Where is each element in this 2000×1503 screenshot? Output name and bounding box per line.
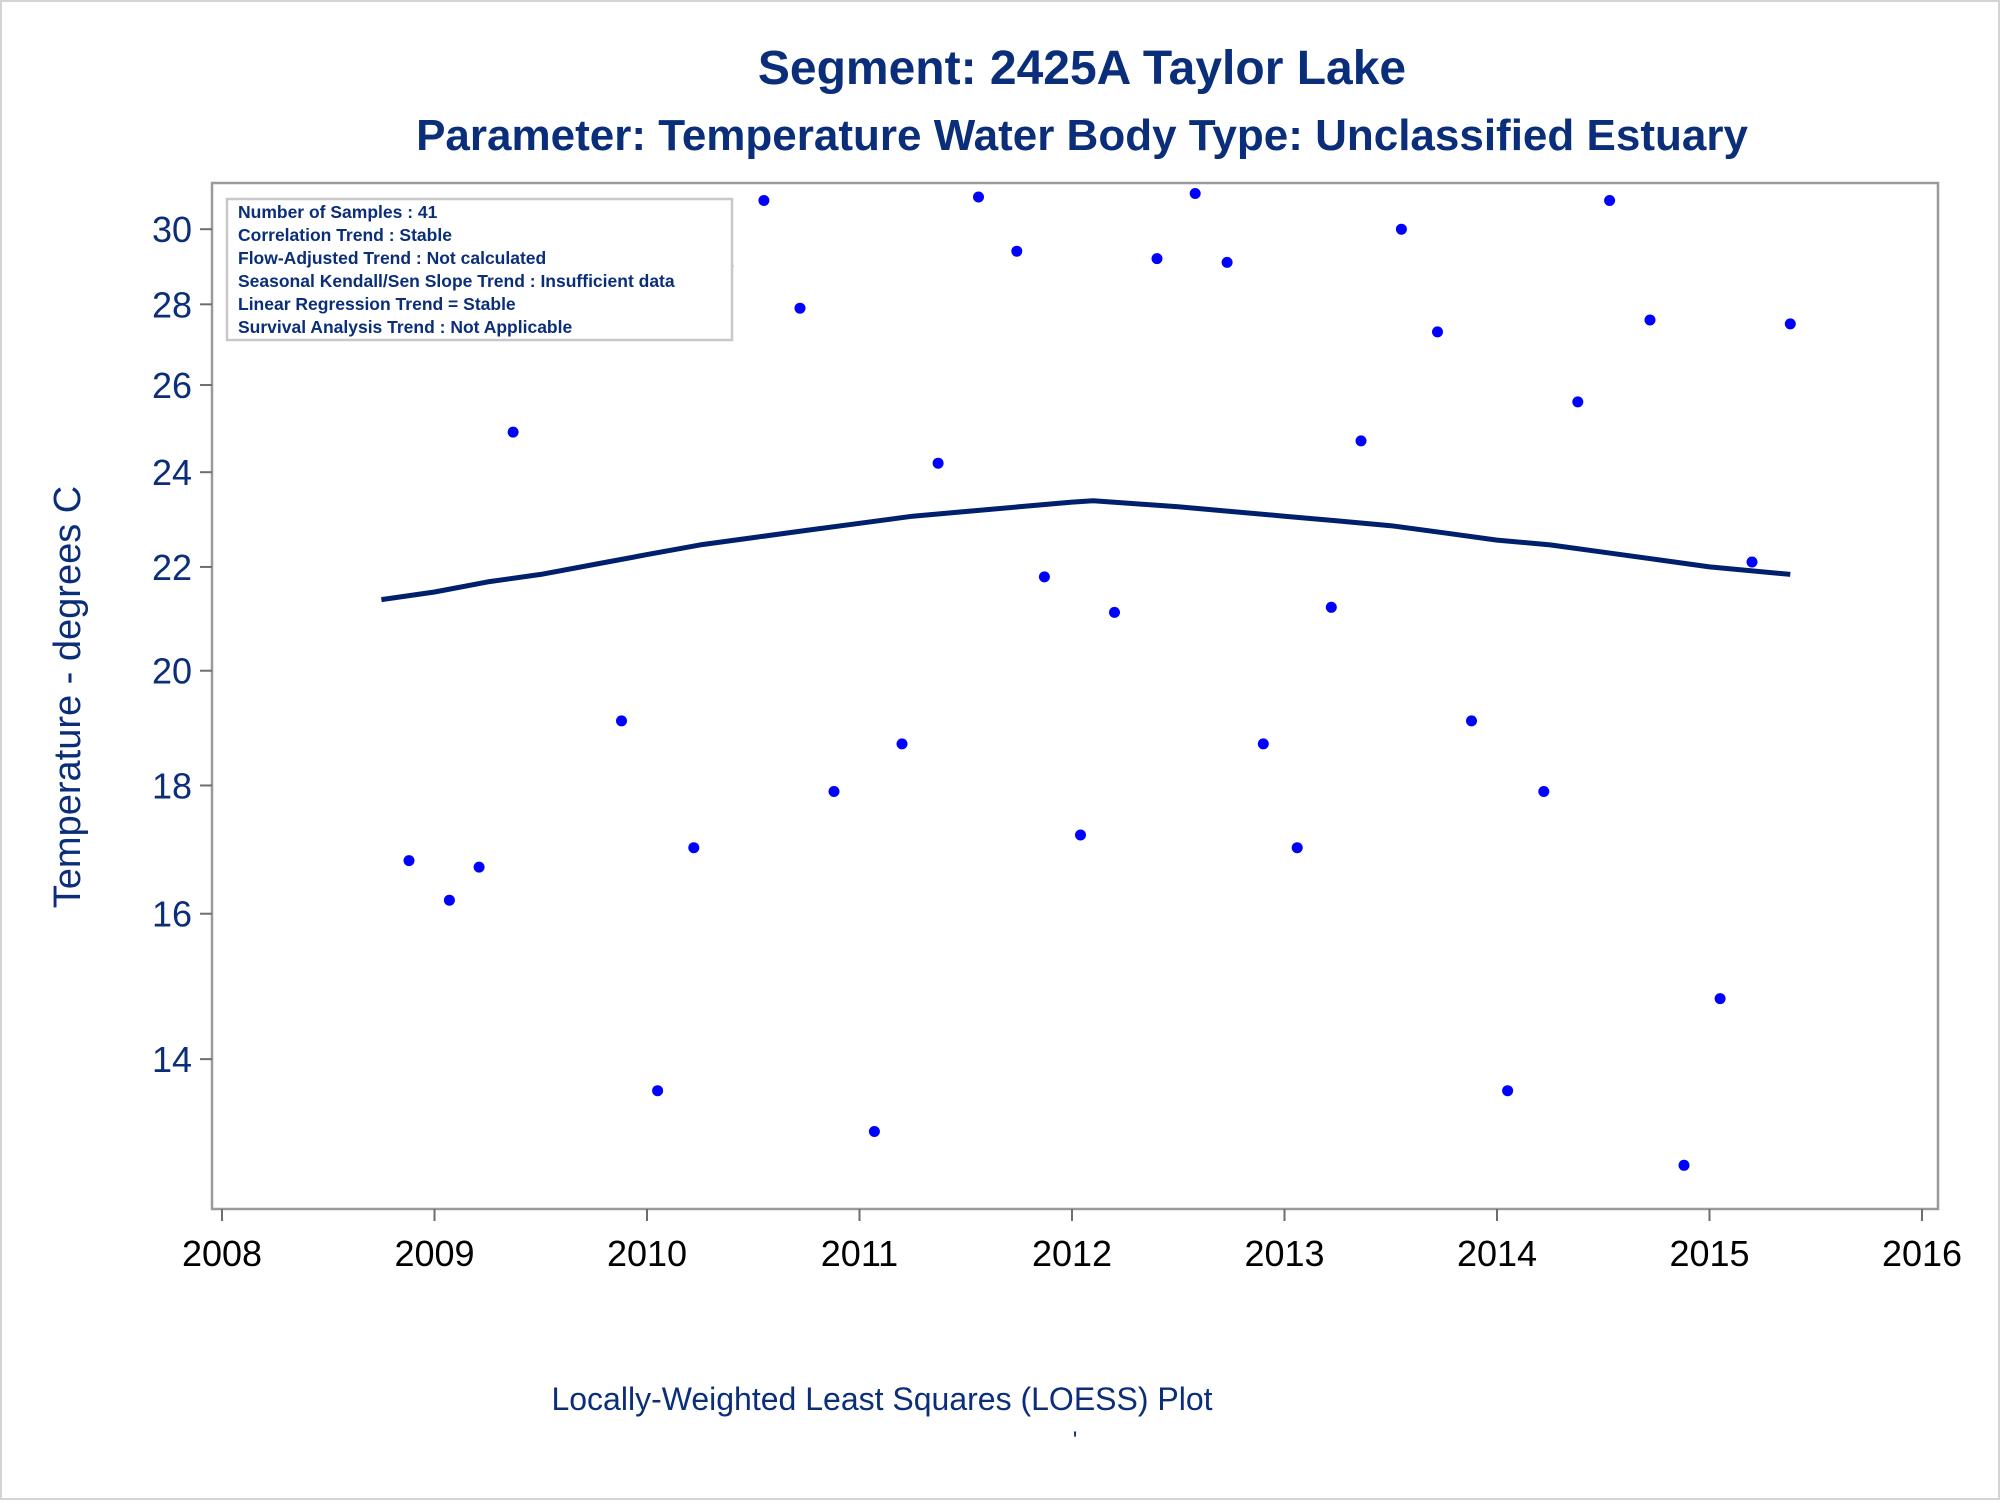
data-point [1746,556,1758,568]
legend-line: Linear Regression Trend = Stable [238,294,516,314]
x-tick-label: 2014 [1457,1233,1537,1274]
x-tick-label: 2009 [394,1233,474,1274]
data-point [758,195,770,206]
statistics-legend: Number of Samples : 41 Correlation Trend… [225,197,734,342]
data-point [1604,195,1616,206]
plot-area [210,181,1940,1211]
data-point [828,786,840,797]
data-point [1189,188,1201,199]
data-point [1572,396,1584,408]
data-point [932,457,944,469]
legend-line: Flow-Adjusted Trend : Not calculated [238,248,546,268]
y-tick-label: 18 [152,765,192,806]
data-point [652,1085,664,1097]
footnote-mark: ' [1073,1427,1078,1454]
y-tick-label: 16 [152,894,192,935]
data-point [616,715,627,727]
y-axis-label: Temperature - degrees C [47,486,89,908]
data-point [1678,1159,1690,1171]
data-point [1221,256,1233,268]
legend-line: Survival Analysis Trend : Not Applicable [238,317,572,337]
data-point [1784,318,1796,330]
data-point [443,894,455,906]
x-tick-label: 2012 [1032,1233,1112,1274]
data-point [403,855,415,867]
y-tick-label: 26 [152,365,192,406]
x-tick-label: 2008 [182,1233,262,1274]
data-point [1538,786,1550,797]
chart-title: Segment: 2425A Taylor Lake [758,42,1406,95]
data-point [688,842,700,854]
x-tick-label: 2010 [607,1233,687,1274]
data-point [896,738,908,750]
x-tick-label: 2016 [1882,1233,1962,1274]
data-point [1432,326,1443,338]
data-point [1714,993,1726,1005]
y-tick-label: 20 [152,651,192,692]
y-tick-label: 14 [152,1039,192,1080]
data-point [1291,842,1303,854]
data-point [973,191,984,203]
y-tick-label: 30 [152,209,192,250]
data-point [1038,571,1050,583]
loess-curve [381,498,1791,603]
data-point [1644,314,1656,326]
data-point [1109,606,1120,618]
data-point [794,302,806,314]
data-point [473,861,485,873]
y-tick-label: 24 [152,452,192,493]
data-point [1075,829,1086,841]
data-point [1466,715,1477,727]
statistics-legend-box [225,197,734,342]
y-tick-label: 28 [152,284,192,325]
chart-subtitle: Parameter: Temperature Water Body Type: … [416,111,1748,160]
data-point [507,426,519,438]
data-point [1502,1085,1514,1097]
legend-line: Number of Samples : 41 [238,202,438,222]
x-tick-label: 2013 [1244,1233,1324,1274]
data-point [1257,738,1269,750]
x-tick-label: 2015 [1669,1233,1749,1274]
x-axis-label: Locally-Weighted Least Squares (LOESS) P… [551,1381,1212,1417]
data-point [868,1126,880,1137]
x-tick-label: 2011 [821,1233,898,1274]
legend-line: Correlation Trend : Stable [238,225,452,245]
x-axis: 2008 2009 2010 2011 2012 2013 2014 2015 2016 [182,1209,1962,1274]
legend-line: Seasonal Kendall/Sen Slope Trend : Insuf… [238,271,675,291]
y-tick-label: 22 [152,547,192,588]
data-point [1395,223,1407,235]
data-point [1011,245,1023,257]
data-point [1355,435,1367,447]
data-point [1151,253,1163,265]
data-point [1325,601,1337,613]
y-axis: 14 16 18 20 22 24 26 28 30 [152,209,212,1080]
